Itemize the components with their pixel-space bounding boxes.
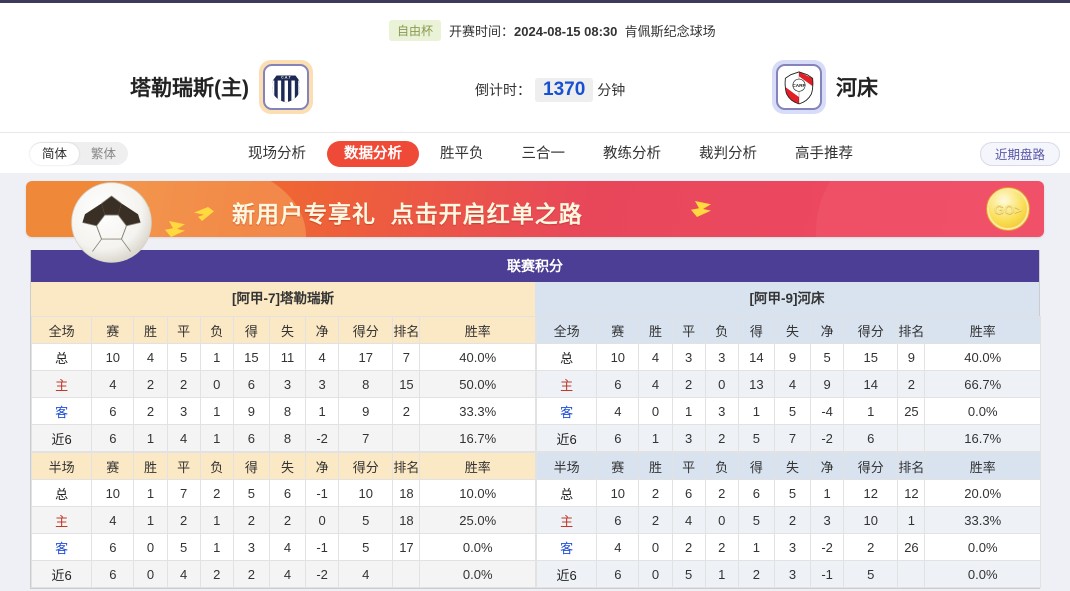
svg-text:CARP: CARP	[792, 83, 805, 88]
